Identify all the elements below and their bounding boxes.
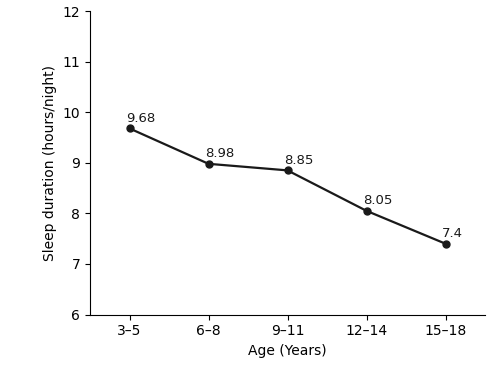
Text: 9.68: 9.68 — [126, 112, 156, 125]
Text: 8.05: 8.05 — [364, 194, 392, 207]
X-axis label: Age (Years): Age (Years) — [248, 344, 327, 358]
Text: 7.4: 7.4 — [442, 227, 464, 240]
Y-axis label: Sleep duration (hours/night): Sleep duration (hours/night) — [43, 65, 57, 261]
Text: 8.98: 8.98 — [206, 147, 234, 160]
Text: 8.85: 8.85 — [284, 154, 314, 167]
